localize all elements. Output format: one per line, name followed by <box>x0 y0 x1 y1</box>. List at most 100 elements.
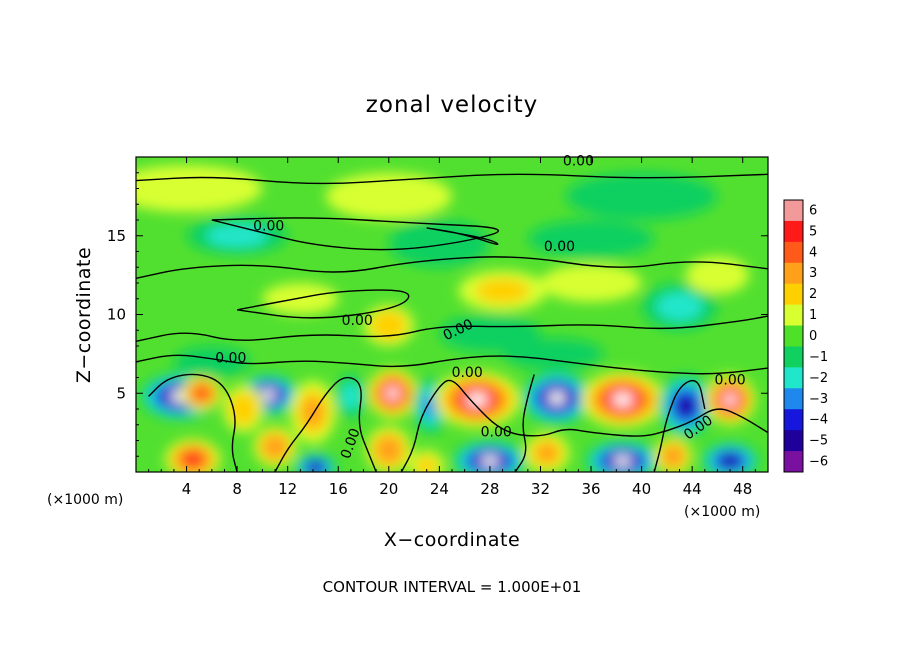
negative-cell <box>294 453 337 472</box>
zero-contour-line <box>236 289 410 319</box>
x-unit-label: (×1000 m) <box>684 504 760 520</box>
x-tick-label: 24 <box>430 480 449 498</box>
contour-label: 0.00 <box>563 154 594 170</box>
colorbar-label: −5 <box>809 434 828 449</box>
contour-label: 0.00 <box>481 425 512 441</box>
positive-cell <box>136 164 263 213</box>
negative-cell <box>452 440 528 472</box>
positive-cell <box>253 426 297 468</box>
x-tick-label: 44 <box>683 480 702 498</box>
colorbar-label: 1 <box>809 308 817 323</box>
negative-cell <box>565 172 718 220</box>
positive-cell <box>367 368 418 419</box>
positive-cell <box>181 375 222 411</box>
positive-cell <box>540 264 642 302</box>
zero-contour-line <box>136 315 768 342</box>
y-tick-label: 10 <box>107 306 126 324</box>
colorbar-swatch <box>784 200 803 222</box>
colorbar-swatch <box>784 325 803 347</box>
x-tick-label: 20 <box>379 480 398 498</box>
colorbar-swatch <box>784 262 803 285</box>
x-tick-label: 8 <box>232 480 242 498</box>
x-axis: 4 8 12 16 20 24 28 32 36 40 44 48 <box>148 157 756 498</box>
positive-cell <box>165 438 221 472</box>
colorbar-swatch <box>784 283 803 306</box>
colorbar-swatch <box>784 451 803 473</box>
x-tick-label: 48 <box>733 480 752 498</box>
colorbar-swatch <box>784 409 803 431</box>
positive-cell <box>325 172 452 220</box>
x-tick-label: 4 <box>182 480 192 498</box>
colorbar-label: 5 <box>809 224 817 239</box>
negative-cell <box>641 283 718 331</box>
contour-label: 0.00 <box>714 373 745 389</box>
colorbar-swatch <box>784 430 803 452</box>
positive-cell <box>223 385 264 433</box>
colorbar-label: −1 <box>809 350 828 365</box>
colorbar-label: 4 <box>809 245 817 260</box>
colorbar-label: 0 <box>809 329 817 344</box>
zero-contour-line <box>148 373 238 472</box>
x-tick-label: 28 <box>480 480 499 498</box>
positive-cell <box>458 270 547 312</box>
zero-contours <box>136 173 768 472</box>
plot-area <box>136 157 768 472</box>
contour-label: 0.00 <box>544 239 575 255</box>
colorbar-frame <box>783 199 804 473</box>
zero-contour-line <box>400 379 768 472</box>
colorbar-swatch <box>784 220 803 243</box>
contour-label: 0.00 <box>253 218 284 234</box>
x-tick-label: 12 <box>278 480 297 498</box>
negative-cell <box>439 314 541 353</box>
zero-contour-line <box>274 376 377 472</box>
negative-cell <box>527 220 655 258</box>
y-tick-label: 5 <box>116 384 126 402</box>
positive-cell <box>262 283 339 315</box>
positive-cell <box>654 437 693 472</box>
colorbar-label: −3 <box>809 392 828 407</box>
x-tick-label: 36 <box>581 480 600 498</box>
colorbar-swatch <box>784 241 803 264</box>
negative-cell <box>502 338 604 370</box>
x-tick-label: 32 <box>531 480 550 498</box>
y-axis: 5 10 15 <box>107 172 768 457</box>
zero-contour-line <box>136 173 768 185</box>
zero-contour-line <box>136 354 768 375</box>
x-tick-label: 40 <box>632 480 651 498</box>
colorbar-swatch <box>784 304 803 327</box>
positive-cell <box>704 374 756 425</box>
negative-cell <box>584 440 661 472</box>
colorbar-swatch <box>784 388 803 410</box>
zero-contour-line <box>136 256 768 279</box>
positive-cell <box>524 432 570 472</box>
colorbar-label: 2 <box>809 287 817 302</box>
colorbar: 6 5 4 3 2 1 0 −1 −2 −3 −4 −5 −6 <box>783 199 828 473</box>
y-tick-label: 15 <box>107 227 126 245</box>
x-tick-label: 16 <box>329 480 348 498</box>
colorbar-label: −6 <box>809 455 828 470</box>
colorbar-label: −4 <box>809 413 828 428</box>
colorbar-label: 6 <box>809 203 817 218</box>
chart-title: zonal velocity <box>366 92 538 118</box>
x-axis-label: X−coordinate <box>384 529 520 551</box>
zero-contour-line <box>653 379 706 472</box>
contour-interval-note: CONTOUR INTERVAL = 1.000E+01 <box>323 578 582 596</box>
contour-label: 0.00 <box>215 351 246 367</box>
contour-label: 0.00 <box>452 365 483 381</box>
colorbar-swatch <box>784 346 803 368</box>
positive-cell <box>366 426 412 472</box>
negative-cell <box>388 220 490 268</box>
negative-cell <box>521 371 593 425</box>
y-unit-label: (×1000 m) <box>47 492 123 508</box>
colorbar-swatch <box>784 367 803 389</box>
contour-label: 0.00 <box>342 313 373 329</box>
y-axis-label: Z−coordinate <box>73 247 95 383</box>
colorbar-label: 3 <box>809 266 817 281</box>
zero-contour-line <box>514 374 535 472</box>
positive-cell <box>580 371 665 428</box>
zero-contour-line <box>211 217 499 251</box>
negative-cell <box>701 442 760 472</box>
colorbar-label: −2 <box>809 371 828 386</box>
positive-cell <box>434 371 521 428</box>
